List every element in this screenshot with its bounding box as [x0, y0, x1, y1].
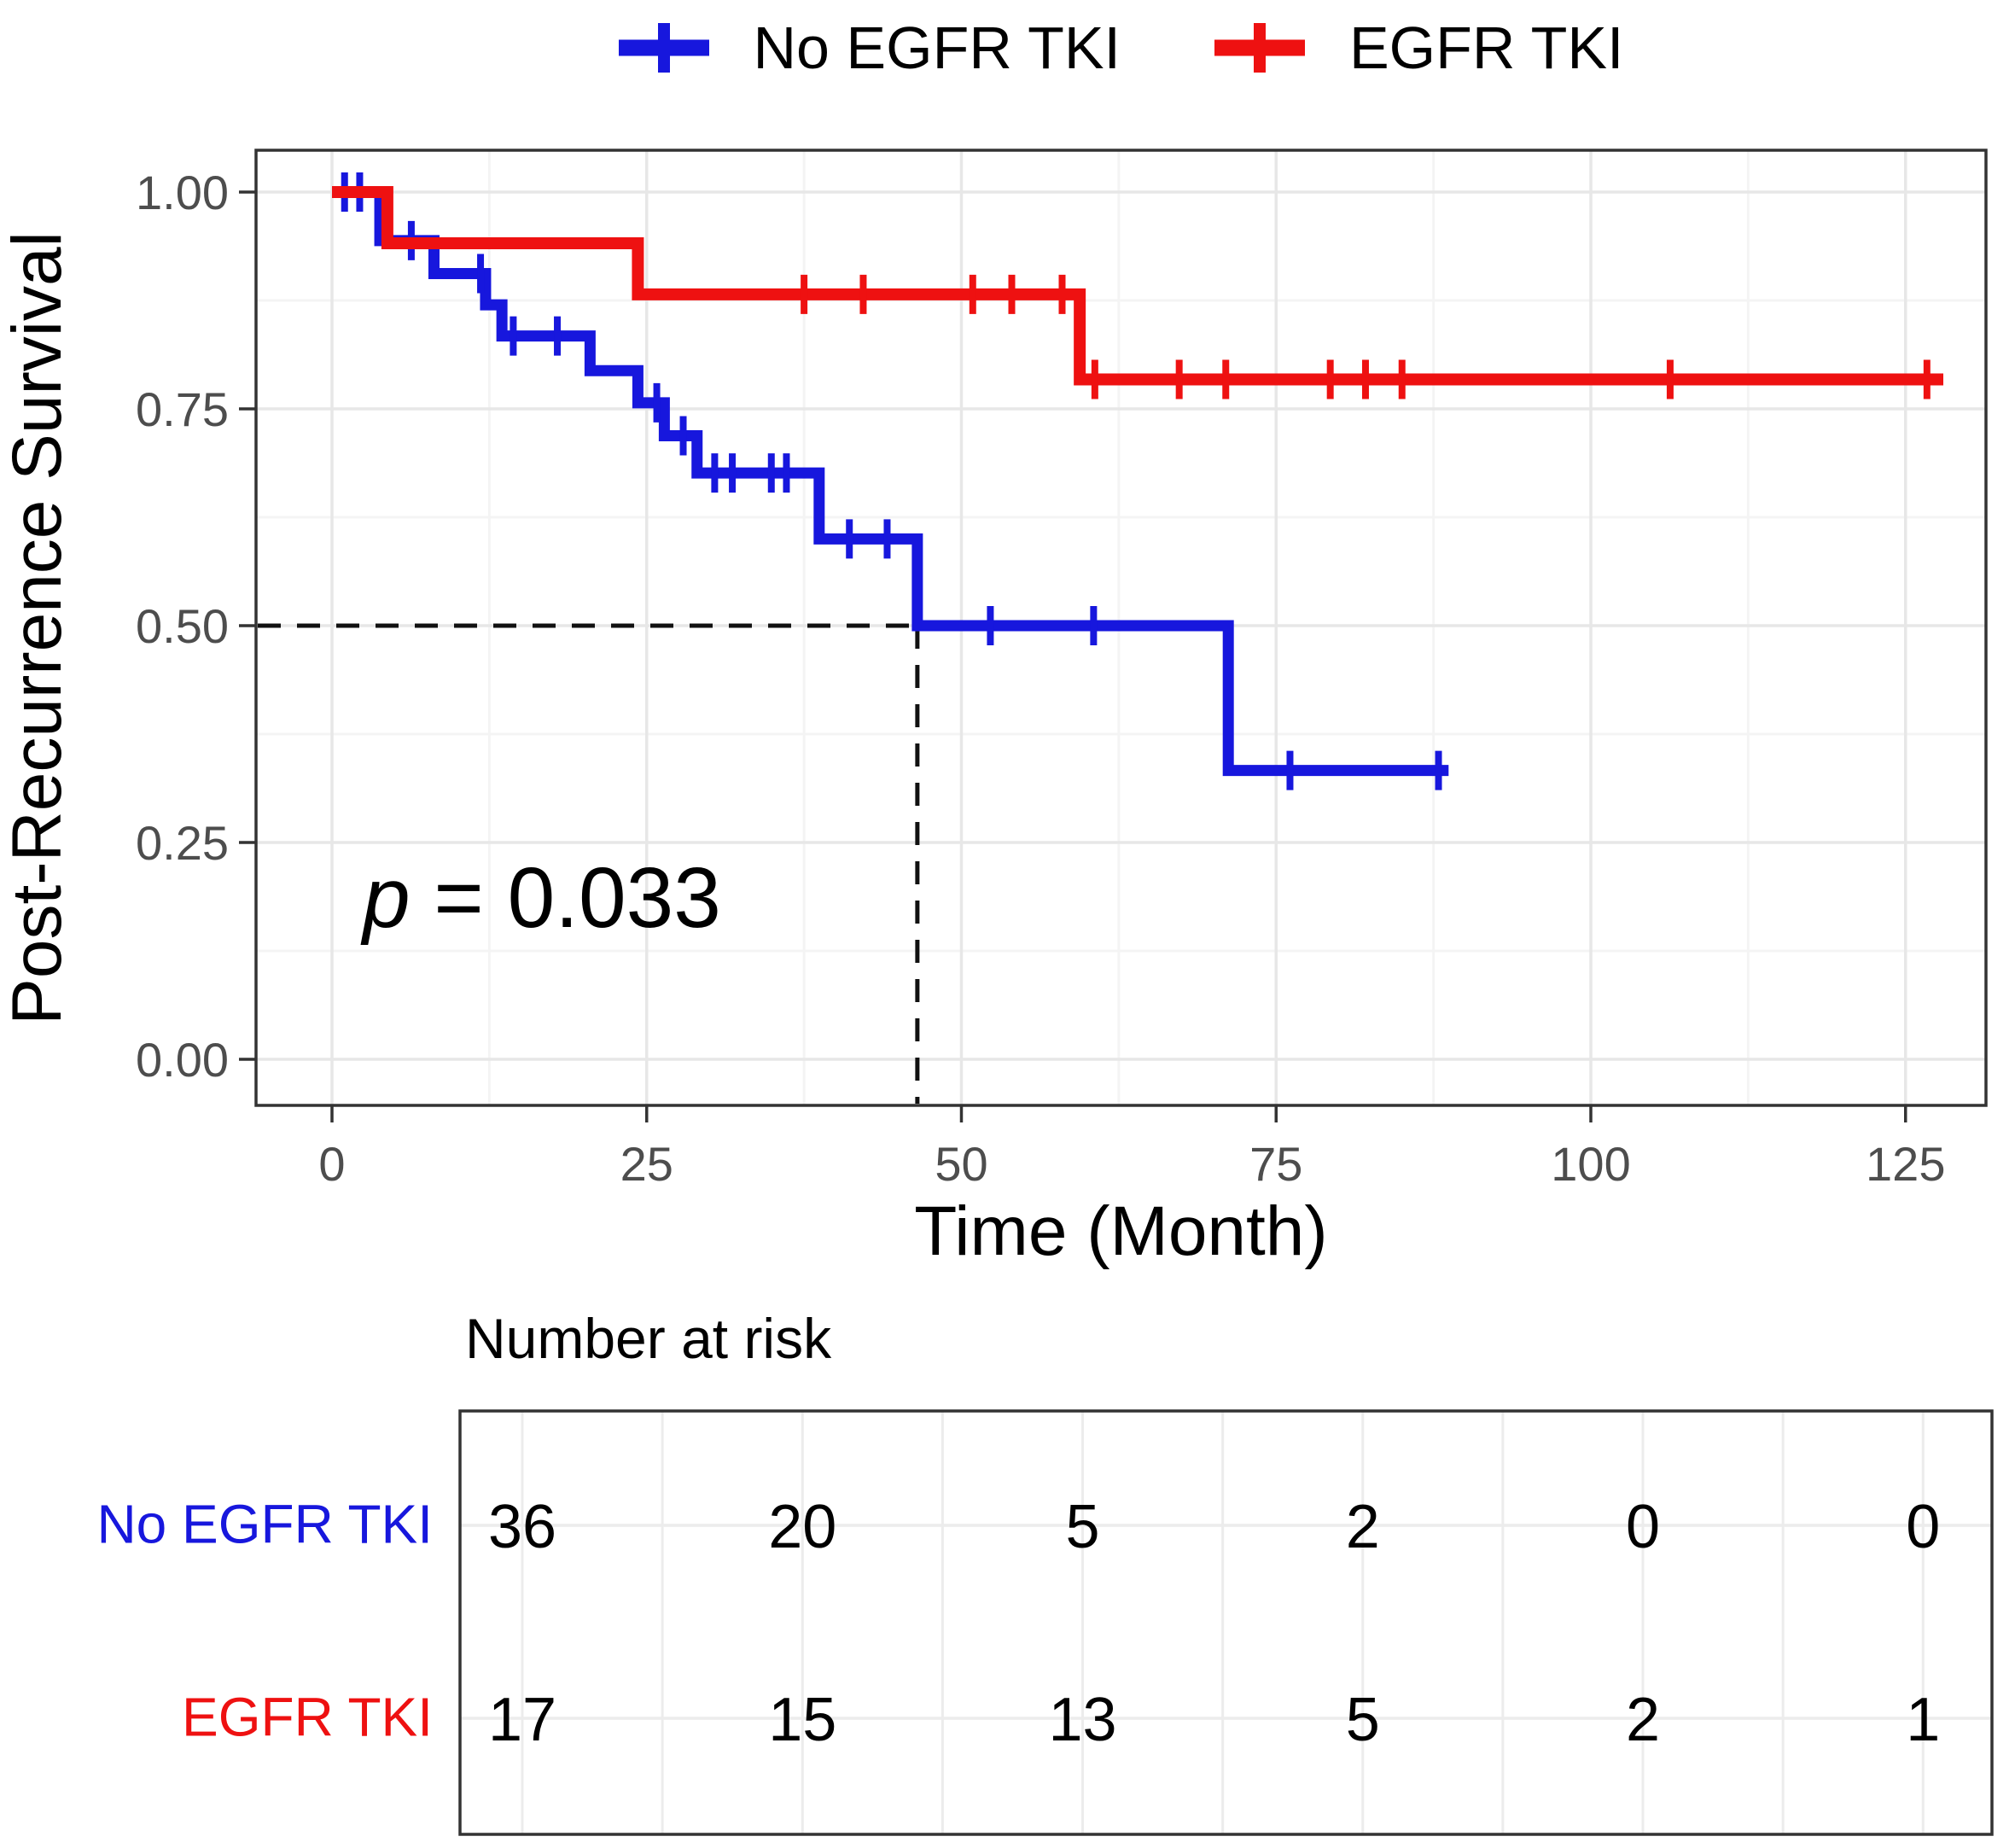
legend-key-vbar	[1253, 23, 1266, 73]
km-curve-egfr-tki	[332, 186, 1943, 386]
legend-label-no-egfr-tki: No EGFR TKI	[753, 15, 1121, 81]
y-tick-label: 0.50	[136, 599, 229, 653]
x-tick-label: 75	[1249, 1137, 1302, 1191]
y-tick-label: 0.00	[136, 1033, 229, 1087]
p-value-italic: p	[363, 850, 411, 946]
risk-value: 5	[1065, 1493, 1099, 1561]
x-tick-label: 100	[1551, 1137, 1630, 1191]
legend: No EGFR TKI EGFR TKI	[256, 7, 1986, 89]
km-curve-no-egfr-tki	[332, 186, 1449, 777]
risk-value: 13	[1048, 1686, 1116, 1754]
risk-value: 0	[1626, 1493, 1660, 1561]
risk-table-title: Number at risk	[465, 1307, 832, 1370]
legend-key-vbar	[657, 23, 670, 73]
y-tick-label: 0.75	[136, 382, 229, 436]
y-tick-label: 0.25	[136, 816, 229, 870]
legend-item-no-egfr-tki: No EGFR TKI	[618, 11, 1121, 85]
risk-value: 0	[1906, 1493, 1940, 1561]
risk-value: 15	[768, 1686, 836, 1754]
x-tick-label: 50	[935, 1137, 987, 1191]
risk-value: 2	[1626, 1686, 1660, 1754]
risk-row-label-no-egfr-tki: No EGFR TKI	[96, 1493, 433, 1555]
censor-plus-icon	[618, 11, 709, 85]
y-axis-title: Post-Recurrence Survival	[0, 231, 76, 1025]
censor-plus-icon	[1214, 11, 1305, 85]
p-value-text: = 0.033	[410, 850, 721, 946]
legend-label-egfr-tki: EGFR TKI	[1348, 15, 1624, 81]
risk-value: 5	[1346, 1686, 1380, 1754]
risk-value: 36	[488, 1493, 556, 1561]
x-tick-label: 25	[620, 1137, 673, 1191]
panel-border	[254, 149, 1988, 1107]
y-tick-label: 1.00	[136, 166, 229, 219]
risk-table-border	[458, 1409, 1994, 1836]
x-tick-label: 125	[1866, 1137, 1945, 1191]
legend-item-egfr-tki: EGFR TKI	[1214, 11, 1624, 85]
p-value-annotation: p = 0.033	[363, 849, 721, 947]
risk-value: 20	[768, 1493, 836, 1561]
risk-table-panel	[460, 1411, 1992, 1834]
risk-value: 2	[1346, 1493, 1380, 1561]
risk-value: 17	[488, 1686, 556, 1754]
risk-row-label-egfr-tki: EGFR TKI	[182, 1686, 433, 1748]
x-axis-title: Time (Month)	[914, 1192, 1328, 1270]
x-tick-label: 0	[318, 1137, 345, 1191]
risk-value: 1	[1906, 1686, 1940, 1754]
